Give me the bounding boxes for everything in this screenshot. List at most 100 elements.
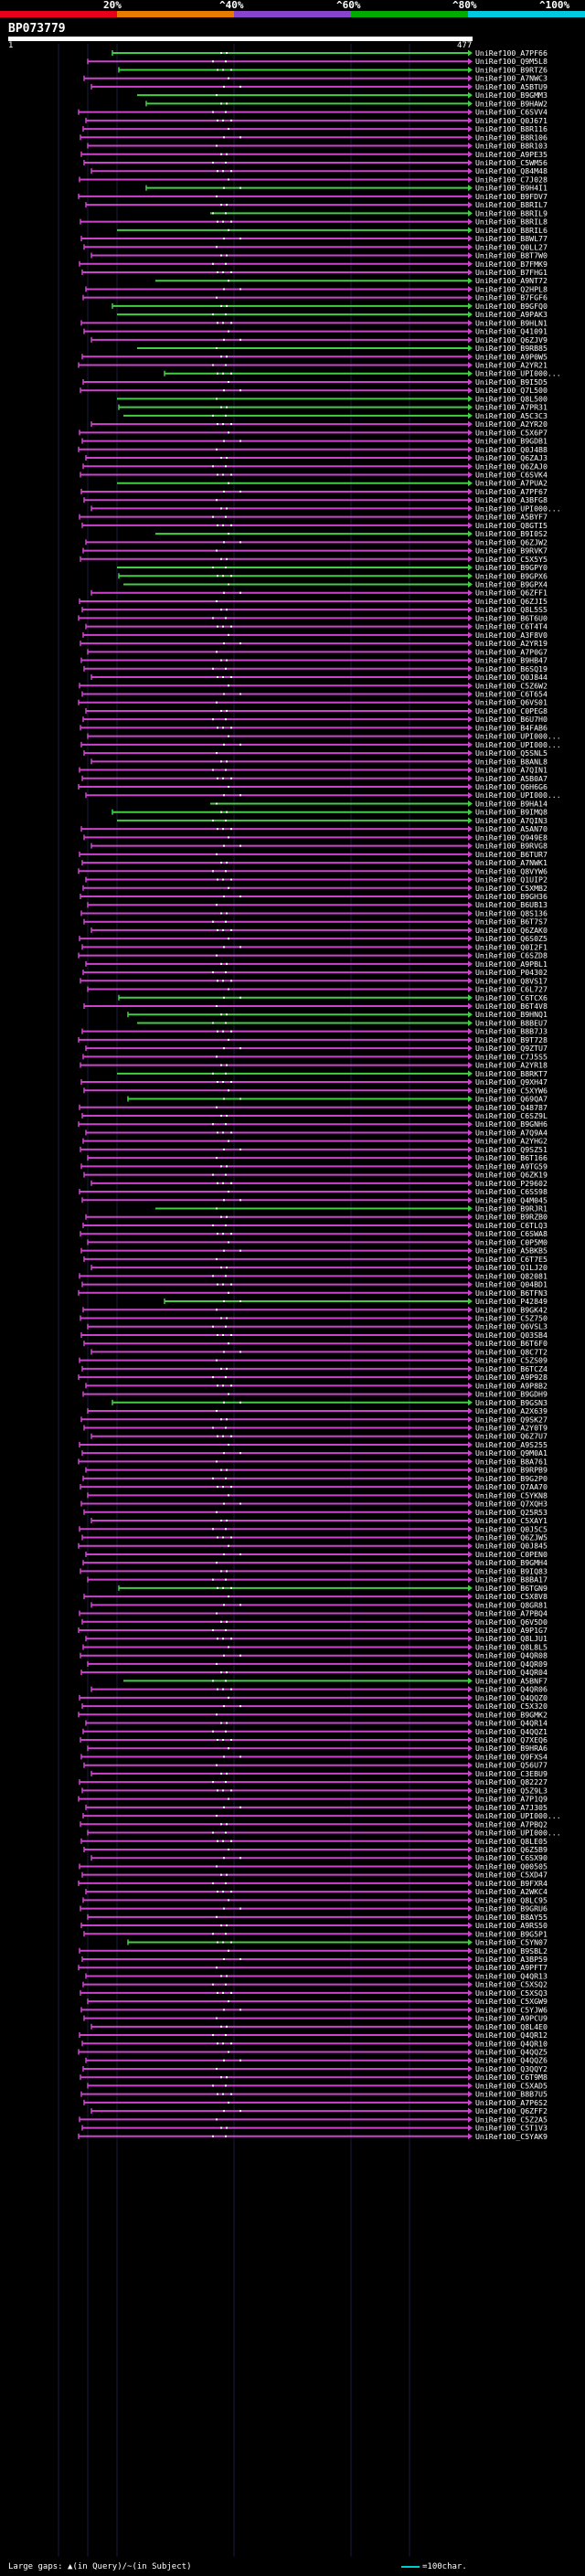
hit-label[interactable]: UniRef100_A3F8V0 [475, 631, 548, 640]
hit-label[interactable]: UniRef100_C6SZD8 [475, 951, 548, 960]
hit-label[interactable]: UniRef100_Q69QA7 [475, 1095, 548, 1104]
hit-label[interactable]: UniRef100_Q00505 [475, 1861, 548, 1871]
hit-label[interactable]: UniRef100_C7J028 [475, 175, 548, 184]
hit-label[interactable]: UniRef100_C5XGW9 [475, 1997, 548, 2006]
hit-label[interactable]: UniRef100_P29602 [475, 1179, 548, 1188]
hit-label[interactable]: UniRef100_B9SBL2 [475, 1946, 548, 1956]
hit-label[interactable]: UniRef100_Q6VS01 [475, 698, 548, 707]
hit-label[interactable]: UniRef100_Q8L500 [475, 394, 548, 403]
hit-label[interactable]: UniRef100_Q6V5D0 [475, 1617, 548, 1627]
hit-label[interactable]: UniRef100_Q0J5C5 [475, 1524, 548, 1533]
hit-label[interactable]: UniRef100_A7PF67 [475, 487, 548, 496]
hit-label[interactable]: UniRef100_Q5Z9L3 [475, 1786, 548, 1795]
hit-label[interactable]: UniRef100_B8WL77 [475, 234, 548, 243]
hit-label[interactable]: UniRef100_B9GDB1 [475, 437, 548, 446]
hit-label[interactable]: UniRef100_B9RVG8 [475, 842, 548, 851]
hit-label[interactable]: UniRef100_B9HLN1 [475, 318, 548, 327]
hit-label[interactable]: UniRef100_A9TG59 [475, 1161, 548, 1171]
hit-label[interactable]: UniRef100_C5X8V8 [475, 1592, 548, 1601]
hit-label[interactable]: UniRef100_B9RPB9 [475, 1466, 548, 1475]
hit-label[interactable]: UniRef100_Q6ZAJ0 [475, 461, 548, 471]
hit-label[interactable]: UniRef100_B4FAB6 [475, 723, 548, 732]
hit-label[interactable]: UniRef100_B9GRU6 [475, 1904, 548, 1913]
hit-label[interactable]: UniRef100_Q4QR09 [475, 1659, 548, 1669]
hit-label[interactable]: UniRef100_A2YHG2 [475, 1137, 548, 1146]
hit-label[interactable]: UniRef100_B9FDV7 [475, 192, 548, 201]
hit-label[interactable]: UniRef100_Q82081 [475, 1271, 548, 1280]
hit-label[interactable]: UniRef100_A7QIN3 [475, 816, 548, 825]
hit-label[interactable]: UniRef100_B8B7J3 [475, 1027, 548, 1036]
hit-label[interactable]: UniRef100_A5B0A7 [475, 774, 548, 783]
hit-label[interactable]: UniRef100_A7PR31 [475, 403, 548, 412]
hit-label[interactable]: UniRef100_B8RIL9 [475, 208, 548, 217]
hit-label[interactable]: UniRef100_C5WM56 [475, 158, 548, 167]
hit-label[interactable]: UniRef100_Q8VS17 [475, 976, 548, 985]
hit-label[interactable]: UniRef100_B9GPY0 [475, 563, 548, 572]
hit-label[interactable]: UniRef100_A2YR18 [475, 1061, 548, 1070]
hit-label[interactable]: UniRef100_B9RZB0 [475, 1213, 548, 1222]
hit-label[interactable]: UniRef100_Q0J845 [475, 1542, 548, 1551]
hit-label[interactable]: UniRef100_B9IQ83 [475, 1566, 548, 1575]
hit-label[interactable]: UniRef100_A5BNF7 [475, 1676, 548, 1685]
hit-label[interactable]: UniRef100_UPI000... [475, 1811, 561, 1820]
hit-label[interactable]: UniRef100_Q9M0A1 [475, 1448, 548, 1458]
hit-label[interactable]: UniRef100_C5Z750 [475, 1314, 548, 1323]
hit-label[interactable]: UniRef100_Q0LL27 [475, 242, 548, 251]
hit-label[interactable]: UniRef100_UPI000... [475, 369, 561, 378]
hit-label[interactable]: UniRef100_Q9SZ51 [475, 1145, 548, 1154]
hit-label[interactable]: UniRef100_A5BKB5 [475, 1246, 548, 1256]
hit-label[interactable]: UniRef100_Q1LJ20 [475, 1263, 548, 1272]
hit-label[interactable]: UniRef100_B9HA14 [475, 799, 548, 808]
hit-label[interactable]: UniRef100_Q8GR81 [475, 1600, 548, 1609]
hit-label[interactable]: UniRef100_Q8VYW6 [475, 866, 548, 875]
hit-label[interactable]: UniRef100_Q4QQZ0 [475, 1693, 548, 1702]
hit-label[interactable]: UniRef100_B6T166 [475, 1153, 548, 1162]
hit-label[interactable]: UniRef100_B6U7H0 [475, 715, 548, 724]
hit-label[interactable]: UniRef100_A2WKC4 [475, 1887, 548, 1896]
hit-label[interactable]: UniRef100_Q6ZJI5 [475, 597, 548, 606]
hit-label[interactable]: UniRef100_A9PFT7 [475, 1963, 548, 1972]
hit-label[interactable]: UniRef100_B8ANL8 [475, 757, 548, 766]
hit-label[interactable]: UniRef100_C5T1V3 [475, 2124, 548, 2133]
hit-label[interactable]: UniRef100_Q6ZJV9 [475, 335, 548, 345]
hit-label[interactable]: UniRef100_UPI000... [475, 732, 561, 741]
hit-label[interactable]: UniRef100_C7J5S5 [475, 1052, 548, 1061]
hit-label[interactable]: UniRef100_C6SVV4 [475, 108, 548, 117]
hit-label[interactable]: UniRef100_B6TGN9 [475, 1584, 548, 1593]
hit-label[interactable]: UniRef100_B6UB13 [475, 900, 548, 909]
hit-label[interactable]: UniRef100_Q6ZK19 [475, 1171, 548, 1180]
hit-label[interactable]: UniRef100_A7PBQ2 [475, 1819, 548, 1829]
hit-label[interactable]: UniRef100_B6T4V8 [475, 1002, 548, 1011]
hit-label[interactable]: UniRef100_B9GNH6 [475, 1119, 548, 1129]
hit-label[interactable]: UniRef100_C6SS98 [475, 1187, 548, 1196]
hit-label[interactable]: UniRef100_A3BFG8 [475, 495, 548, 504]
hit-label[interactable]: UniRef100_C6L727 [475, 985, 548, 994]
hit-label[interactable]: UniRef100_B8T7W0 [475, 251, 548, 260]
hit-label[interactable]: UniRef100_C6SX90 [475, 1853, 548, 1862]
hit-label[interactable]: UniRef100_Q4QR06 [475, 1685, 548, 1694]
hit-label[interactable]: UniRef100_Q6ZAJ3 [475, 453, 548, 462]
hit-label[interactable]: UniRef100_A2YR20 [475, 419, 548, 429]
hit-label[interactable]: UniRef100_C5XMB2 [475, 884, 548, 893]
hit-label[interactable]: UniRef100_B9RB85 [475, 344, 548, 353]
hit-label[interactable]: UniRef100_C5ZS09 [475, 1356, 548, 1365]
hit-label[interactable]: UniRef100_A5AN70 [475, 824, 548, 833]
hit-label[interactable]: UniRef100_A9P8B2 [475, 1381, 548, 1390]
hit-label[interactable]: UniRef100_Q4M045 [475, 1195, 548, 1204]
hit-label[interactable]: UniRef100_C5X320 [475, 1701, 548, 1711]
hit-label[interactable]: UniRef100_B6TCZ4 [475, 1364, 548, 1373]
hit-label[interactable]: UniRef100_Q9XH47 [475, 1077, 548, 1087]
hit-label[interactable]: UniRef100_C5Z6W2 [475, 681, 548, 690]
hit-label[interactable]: UniRef100_A7NWK1 [475, 858, 548, 867]
hit-label[interactable]: UniRef100_B7FMK9 [475, 260, 548, 269]
hit-label[interactable]: UniRef100_C6T9M8 [475, 2072, 548, 2082]
hit-label[interactable]: UniRef100_Q82227 [475, 1777, 548, 1786]
hit-label[interactable]: UniRef100_Q8S136 [475, 908, 548, 917]
hit-label[interactable]: UniRef100_C3EBU9 [475, 1769, 548, 1778]
hit-label[interactable]: UniRef100_Q0J844 [475, 673, 548, 682]
hit-label[interactable]: UniRef100_B9HRA6 [475, 1744, 548, 1753]
hit-label[interactable]: UniRef100_B6SQ19 [475, 664, 548, 673]
hit-label[interactable]: UniRef100_A2Y0T9 [475, 1423, 548, 1432]
hit-label[interactable]: UniRef100_B9I5D5 [475, 377, 548, 387]
hit-label[interactable]: UniRef100_C5YAK9 [475, 2132, 548, 2141]
